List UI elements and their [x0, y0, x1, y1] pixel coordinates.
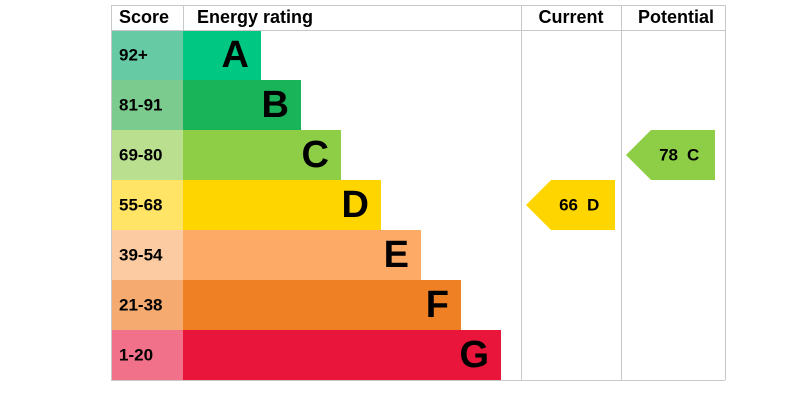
potential-value: 78: [659, 145, 678, 164]
potential-arrow: [626, 130, 715, 180]
score-cell: [111, 230, 183, 280]
score-range: 39-54: [119, 245, 163, 264]
header-potential: Potential: [638, 7, 714, 27]
rating-letter: A: [222, 34, 249, 76]
rating-letter: C: [302, 134, 329, 176]
score-range: 69-80: [119, 145, 162, 164]
rating-bar: [183, 330, 501, 380]
score-range: 55-68: [119, 195, 162, 214]
score-range: 1-20: [119, 345, 153, 364]
score-range: 21-38: [119, 295, 162, 314]
current-value: 66: [559, 195, 578, 214]
score-cell: [111, 330, 183, 380]
rating-bar: [183, 30, 261, 80]
score-cell: [111, 130, 183, 180]
score-cell: [111, 80, 183, 130]
header-score: Score: [119, 7, 169, 27]
rating-letter: F: [426, 284, 449, 326]
score-cell: [111, 180, 183, 230]
rating-bar: [183, 180, 381, 230]
rating-bar: [183, 230, 421, 280]
current-arrow: [526, 180, 615, 230]
rating-bar: [183, 130, 341, 180]
rating-letter: B: [262, 84, 289, 126]
rating-letter: G: [459, 334, 489, 376]
score-range: 81-91: [119, 95, 162, 114]
rating-letter: E: [384, 234, 409, 276]
score-cell: [111, 280, 183, 330]
score-range: 92+: [119, 45, 148, 64]
current-letter: D: [587, 195, 599, 214]
rating-bar: [183, 280, 461, 330]
potential-letter: C: [687, 145, 699, 164]
header-energy-rating: Energy rating: [197, 7, 313, 27]
backgrounds: [111, 30, 501, 380]
rating-bar: [183, 80, 301, 130]
rating-letter: D: [342, 184, 369, 226]
score-cell: [111, 30, 183, 80]
header-current: Current: [538, 7, 603, 27]
